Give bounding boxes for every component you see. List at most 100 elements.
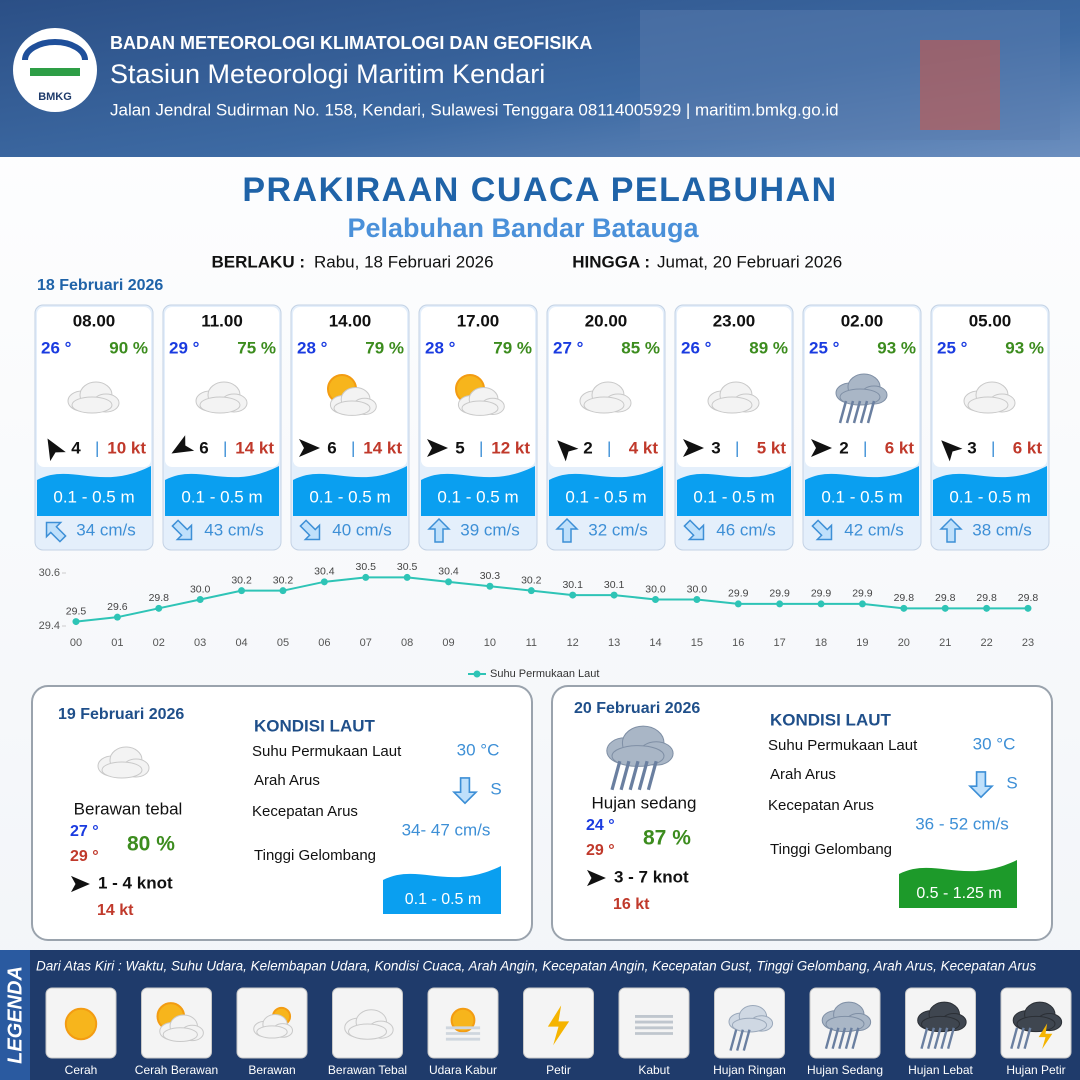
- legend-item: Kabut: [638, 1063, 670, 1077]
- slot-gust: 6 kt: [1013, 438, 1043, 457]
- panel-temp: 29 °: [586, 842, 615, 859]
- sst-label: Suhu Permukaan Laut: [768, 737, 918, 754]
- cloud: [344, 1009, 394, 1040]
- separator: |: [607, 438, 611, 457]
- current-arrow: [683, 519, 705, 541]
- day1-date: 18 Februari 2026: [37, 277, 163, 294]
- slot-wind: 2: [583, 438, 592, 457]
- sst-point: [817, 600, 825, 608]
- wind-arrow: [941, 440, 963, 462]
- x-tick-label: 00: [70, 637, 82, 649]
- cloud-part: [101, 761, 143, 779]
- wind-arrow: [427, 439, 448, 457]
- cloud-part: [711, 396, 753, 414]
- sst-point: [941, 604, 949, 612]
- address: Jalan Jendral Sudirman No. 158, Kendari,…: [110, 100, 839, 119]
- panel-temp: 24 °: [586, 817, 615, 834]
- sst-value-label: 29.9: [769, 588, 790, 600]
- rain-drop: [844, 1027, 853, 1050]
- rain-drop: [866, 400, 876, 424]
- slot-humidity: 75 %: [237, 338, 276, 357]
- slot-temp: 26 °: [41, 338, 72, 357]
- valid-from: Rabu, 18 Februari 2026: [314, 252, 494, 271]
- wave-shape: [549, 466, 663, 516]
- wave-shape: [293, 466, 407, 516]
- sst-value-label: 29.9: [852, 588, 873, 600]
- legend-item: Cerah: [65, 1063, 98, 1077]
- wave-shape: [805, 466, 919, 516]
- rain-drop: [619, 760, 631, 791]
- sst-value-label: 29.8: [976, 592, 997, 604]
- panel-gust: 14 kt: [97, 902, 134, 919]
- legend-item: Hujan Petir: [1006, 1063, 1065, 1077]
- agency: BADAN METEOROLOGI KLIMATOLOGI DAN GEOFIS…: [110, 33, 592, 53]
- cloud-part: [199, 396, 241, 414]
- separator: |: [95, 438, 99, 457]
- legend-item: Udara Kabur: [429, 1063, 497, 1077]
- logo-arc: [22, 39, 88, 61]
- rain-drop: [1023, 1027, 1032, 1050]
- current-arrow: [299, 519, 321, 541]
- sst-point: [238, 587, 246, 595]
- legend-description: Dari Atas Kiri : Waktu, Suhu Udara, Kele…: [36, 959, 1036, 974]
- rain-drop: [845, 400, 855, 424]
- sun: [450, 1007, 476, 1033]
- slot-current: 34 cm/s: [76, 520, 136, 539]
- x-tick-label: 10: [484, 637, 496, 649]
- slot-temp: 26 °: [681, 338, 712, 357]
- slot-current: 43 cm/s: [204, 520, 264, 539]
- current-dir-label: Arah Arus: [254, 772, 320, 789]
- slot-temp: 28 °: [425, 338, 456, 357]
- sst-value-label: 29.5: [66, 605, 87, 617]
- sst-value-label: 29.8: [935, 592, 956, 604]
- slot-wave: 0.1 - 0.5 m: [309, 487, 390, 506]
- x-tick-label: 13: [608, 637, 620, 649]
- sst-value-label: 30.2: [273, 574, 294, 586]
- x-tick-label: 11: [526, 637, 537, 649]
- current-arrow: [452, 777, 478, 805]
- lightning: [1038, 1023, 1053, 1050]
- panel-temp: 27 °: [70, 823, 99, 840]
- slot-gust: 10 kt: [107, 438, 146, 457]
- separator: |: [863, 438, 867, 457]
- wind-arrow: [71, 875, 90, 893]
- sst-point: [486, 582, 494, 590]
- slot-time: 02.00: [841, 311, 884, 330]
- wind-arrow: [811, 439, 832, 457]
- slot-wave: 0.1 - 0.5 m: [693, 487, 774, 506]
- sst-value-label: 30.4: [314, 566, 335, 578]
- rain-drop: [859, 400, 869, 424]
- current-arrow: [939, 517, 963, 543]
- panel-humidity: 87 %: [643, 827, 691, 850]
- slot-time: 05.00: [969, 311, 1012, 330]
- slot-wave: 0.1 - 0.5 m: [53, 487, 134, 506]
- logo-stripe: [30, 68, 80, 76]
- rain-drop: [1016, 1027, 1025, 1050]
- cloud: [579, 381, 632, 414]
- rain-drop: [838, 1027, 847, 1050]
- x-tick-label: 23: [1022, 637, 1034, 649]
- sst-point: [320, 578, 328, 586]
- panel-gust: 16 kt: [613, 896, 650, 913]
- x-tick-label: 17: [774, 637, 786, 649]
- rain-drop: [628, 760, 640, 791]
- cloud: [67, 381, 120, 414]
- wave-shape: [677, 466, 791, 516]
- slot-current: 42 cm/s: [844, 520, 904, 539]
- wind-arrow: [47, 438, 66, 462]
- x-tick-label: 02: [153, 637, 165, 649]
- slot-temp: 25 °: [809, 338, 840, 357]
- slot-wind: 5: [455, 438, 464, 457]
- slot-wave: 0.1 - 0.5 m: [437, 487, 518, 506]
- current-arrow: [427, 517, 451, 543]
- cloud-part: [333, 400, 371, 416]
- wave-label: Tinggi Gelombang: [254, 847, 376, 864]
- rain-drop: [742, 1029, 751, 1051]
- panel-condition: Hujan sedang: [592, 793, 697, 812]
- cloud: [917, 1001, 967, 1033]
- y-tick-label: 30.6: [39, 567, 60, 579]
- panel-condition: Berawan tebal: [74, 799, 183, 818]
- slot-humidity: 90 %: [109, 338, 148, 357]
- legend-item: Petir: [546, 1063, 571, 1077]
- sst-value-label: 30.1: [562, 579, 583, 591]
